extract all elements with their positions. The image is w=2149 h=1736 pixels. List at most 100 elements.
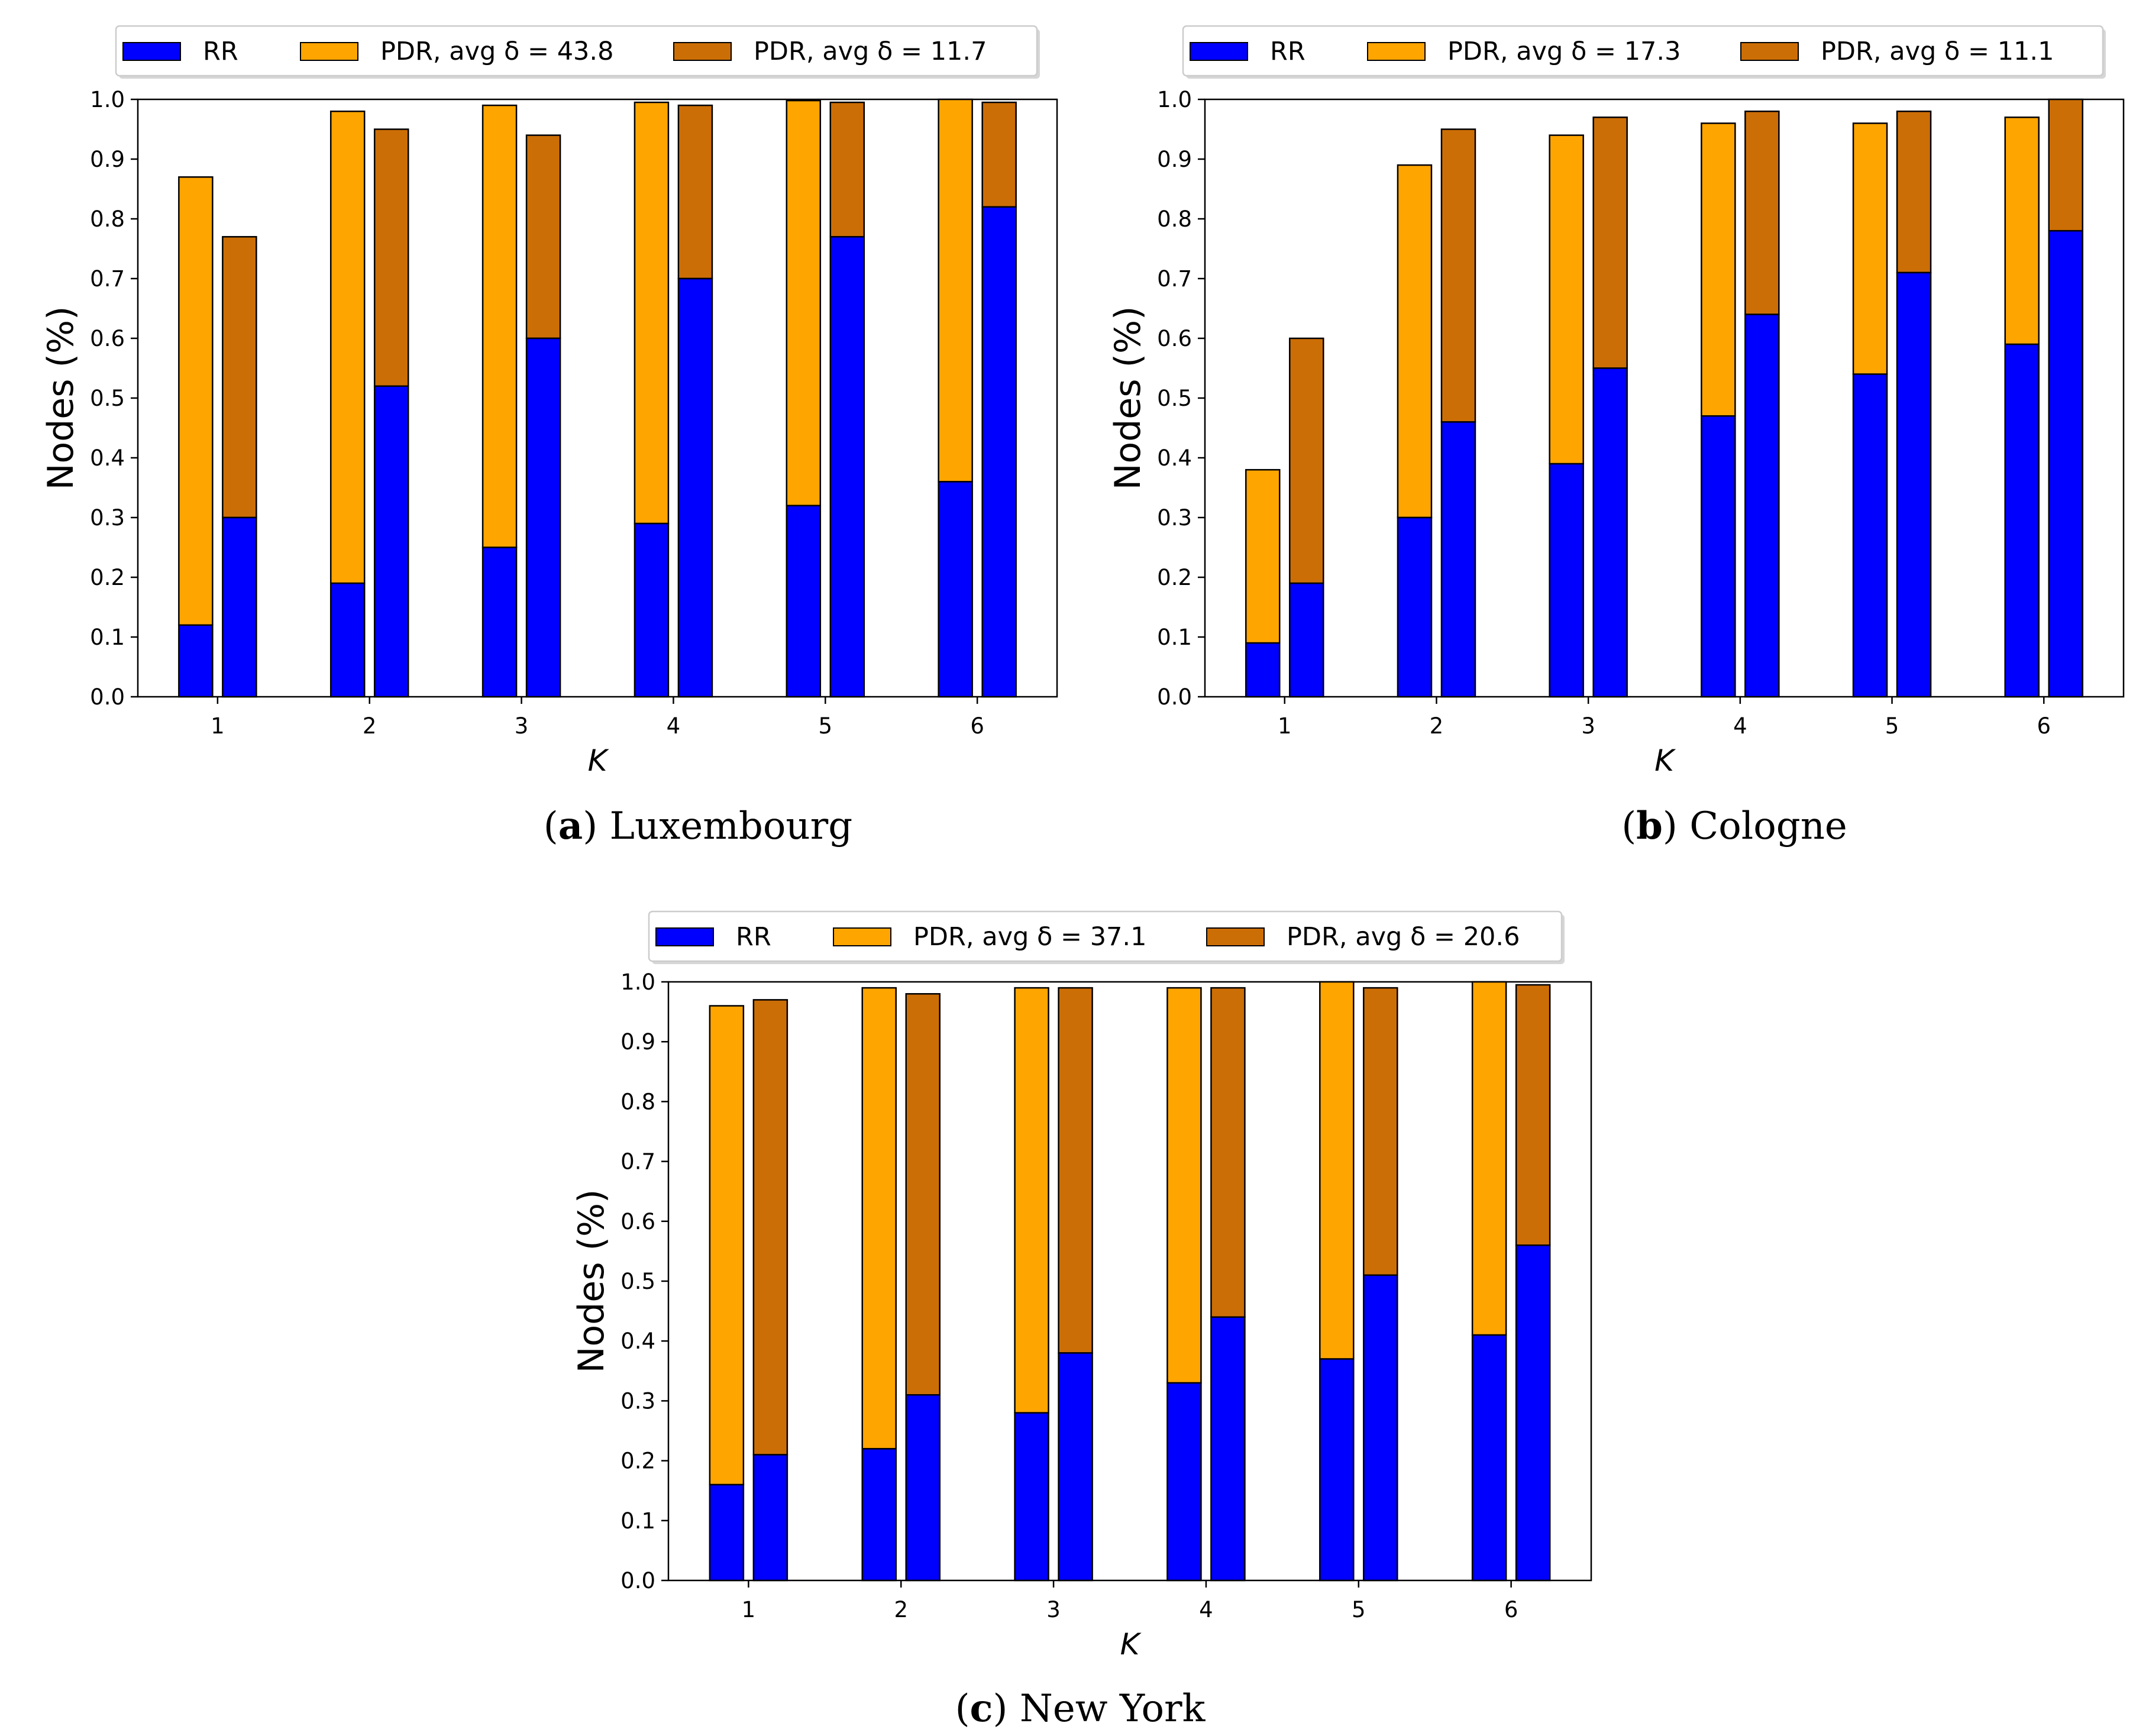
caption-close-paren: ): [1663, 804, 1689, 848]
bar-pdr: [938, 98, 973, 483]
y-tick-label: 0.1: [90, 625, 125, 650]
legend-swatch: [1367, 42, 1426, 61]
y-tick-label: 0.8: [90, 206, 125, 232]
bar-rr: [1319, 1358, 1355, 1582]
bar-pdr: [634, 101, 670, 525]
x-tick-label: 2: [363, 713, 377, 739]
bar-rr: [1744, 313, 1780, 698]
bar-pdr: [905, 993, 941, 1396]
bar-rr: [525, 337, 561, 698]
y-tick-label: 0.8: [621, 1089, 655, 1114]
legend-label: PDR, avg δ = 37.1: [913, 922, 1146, 952]
legend-swatch: [300, 42, 358, 61]
y-tick-label: 0.0: [90, 684, 125, 710]
bar-rr: [1245, 642, 1281, 698]
panel-caption: (c) New York: [955, 1686, 1206, 1731]
y-tick-label: 1.0: [621, 969, 655, 995]
bar-rr: [1896, 271, 1932, 698]
legend-box: [648, 910, 1563, 962]
legend-swatch: [673, 42, 732, 61]
bar-pdr: [222, 236, 257, 519]
bar-rr: [634, 522, 670, 698]
bar-pdr: [2048, 98, 2083, 232]
caption-open-paren: (: [1621, 804, 1636, 848]
bar-pdr: [1397, 164, 1433, 519]
bar-rr: [1549, 463, 1584, 698]
y-tick-label: 0.1: [1157, 625, 1192, 650]
panel-c: 0.0 0.1 0.2 0.3 0.4 0.5 0.6 0.7 0.8 0.9 1.0 1 2 3 4 5 6 N…: [571, 910, 1592, 1731]
x-tick-label: 2: [1430, 713, 1444, 739]
legend-swatch: [1740, 42, 1799, 61]
x-tick-label: 3: [1581, 713, 1595, 739]
legend-label: RR: [736, 922, 771, 952]
bar-rr: [1592, 367, 1628, 698]
bar-pdr: [1245, 468, 1281, 644]
bar-pdr: [525, 134, 561, 340]
bar-pdr: [1440, 128, 1476, 423]
y-tick-label: 0.6: [621, 1209, 655, 1234]
y-tick-label: 0.0: [1157, 684, 1192, 710]
x-tick-label: 5: [1352, 1597, 1366, 1622]
y-tick-label: 0.1: [621, 1508, 655, 1534]
legend-label: PDR, avg δ = 20.6: [1287, 922, 1520, 952]
bar-rr: [677, 277, 713, 698]
legend-label: PDR, avg δ = 11.7: [754, 37, 987, 66]
bar-rr: [178, 624, 214, 698]
caption-open-paren: (: [955, 1687, 970, 1731]
bar-rr: [1440, 421, 1476, 698]
legend-box: [115, 25, 1038, 77]
legend-label: RR: [1270, 37, 1305, 66]
y-tick-label: 1.0: [90, 87, 125, 112]
y-tick-label: 0.4: [1157, 445, 1192, 471]
x-axis-title: K: [588, 743, 610, 778]
legend-swatch: [655, 927, 714, 946]
legend-swatch: [833, 927, 891, 946]
panel-caption: (b) Cologne: [1621, 804, 1847, 848]
bar-pdr: [1166, 987, 1202, 1384]
bar-pdr: [329, 110, 366, 584]
bar-rr: [752, 1454, 788, 1582]
bar-rr: [905, 1394, 941, 1582]
x-tick-label: 5: [819, 713, 833, 739]
caption-open-paren: (: [544, 804, 558, 848]
x-tick-label: 5: [1885, 713, 1899, 739]
y-axis-title: Nodes (%): [1107, 306, 1149, 490]
bar-rr: [1363, 1274, 1398, 1582]
bar-pdr: [373, 128, 409, 387]
bar-pdr: [1319, 981, 1355, 1360]
panel-b: 0.0 0.1 0.2 0.3 0.4 0.5 0.6 0.7 0.8 0.9 1.0 1 2 3 4 5 6 N…: [1107, 25, 2125, 848]
bar-rr: [1701, 415, 1736, 698]
legend-label: RR: [203, 37, 238, 66]
bar-rr: [481, 547, 518, 698]
bar-pdr: [1592, 117, 1628, 369]
x-tick-label: 1: [1278, 713, 1292, 739]
bar-rr: [373, 385, 409, 698]
y-tick-label: 0.9: [621, 1029, 655, 1055]
plot-frame: [1204, 98, 2125, 698]
bar-rr: [786, 505, 822, 698]
y-axis-title: Nodes (%): [40, 306, 82, 490]
x-tick-label: 3: [515, 713, 529, 739]
caption-close-paren: ): [583, 804, 609, 848]
bar-pdr: [1744, 110, 1780, 315]
y-tick-label: 0.7: [621, 1149, 655, 1175]
caption-letter: c: [970, 1686, 993, 1731]
bar-pdr: [786, 99, 822, 507]
bar-rr: [861, 1448, 897, 1582]
bar-rr: [1014, 1412, 1049, 1582]
bar-pdr: [1701, 122, 1736, 417]
bar-rr: [1166, 1382, 1202, 1582]
bar-pdr: [1363, 987, 1398, 1276]
y-tick-label: 0.6: [90, 326, 125, 351]
bar-rr: [1058, 1352, 1093, 1582]
legend-swatch: [1190, 42, 1248, 61]
bar-rr: [1515, 1244, 1551, 1582]
y-tick-label: 1.0: [1157, 87, 1192, 112]
x-tick-label: 1: [742, 1597, 756, 1622]
x-tick-label: 6: [2037, 713, 2051, 739]
bar-pdr: [1014, 987, 1049, 1414]
x-tick-label: 4: [1199, 1597, 1213, 1622]
bar-rr: [329, 582, 366, 698]
y-tick-label: 0.4: [621, 1328, 655, 1354]
